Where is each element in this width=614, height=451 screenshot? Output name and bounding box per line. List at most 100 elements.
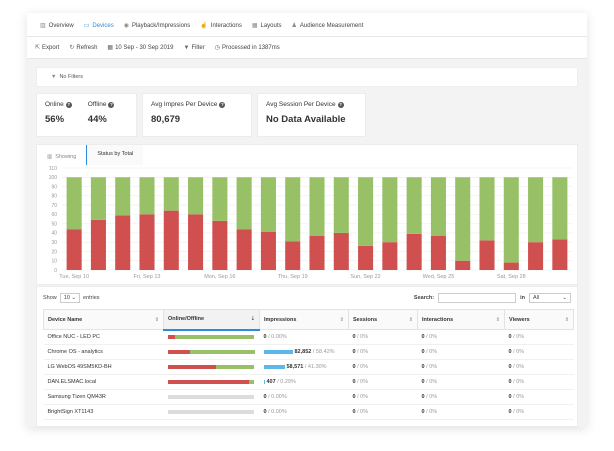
tab-layouts[interactable]: ▦ Layouts [247, 22, 287, 36]
viewers-value: 0 [508, 394, 512, 400]
interactions-cell: 0 / 0% [417, 404, 505, 420]
online-bar [188, 177, 204, 215]
device-name-cell: DAN.ELSMAC.local [43, 374, 164, 390]
table-row[interactable]: Chrome OS - analytics 82,852 / 58.42% 0 / … [43, 344, 574, 360]
impressions-cell: 82,852 / 58.42% [259, 344, 349, 360]
search-input[interactable] [438, 293, 517, 303]
search-scope-select[interactable]: All ⌄ [529, 293, 571, 303]
toolbar: ⇱ Export ↻ Refresh ▦ 10 Sep - 30 Sep 2019 ▼… [27, 37, 587, 59]
date-range-button[interactable]: ▦ 10 Sep - 30 Sep 2019 [107, 44, 173, 52]
offline-bar [236, 229, 252, 270]
col-online-offline[interactable]: Online/Offline ⇣ [163, 309, 260, 331]
help-icon[interactable]: ? [108, 101, 115, 108]
col-sessions[interactable]: Sessions ⇕ [348, 309, 418, 330]
interactions-value: 0 [421, 394, 425, 400]
online-bar [236, 177, 252, 230]
online-portion [174, 334, 254, 339]
page-size-select[interactable]: 10 ⌄ [59, 293, 81, 303]
table-row[interactable]: Office NUC - LED PC 0 / 0.00% 0 / 0% 0 / 0%… [43, 329, 574, 345]
interactions-cell: 0 / 0% [417, 329, 505, 345]
tab-audience-measurement[interactable]: ♟ Audience Measurement [287, 22, 369, 36]
x-tick-label: Sun, Sep 22 [350, 274, 380, 280]
col-impressions[interactable]: Impressions ⇕ [259, 309, 349, 330]
online-portion [248, 379, 254, 384]
interactions-pct: 0% [429, 349, 438, 355]
impressions-value: 82,852 [294, 349, 312, 355]
x-tick-label: Fri, Sep 13 [134, 274, 161, 280]
col-device-name[interactable]: Device Name ⇕ [43, 309, 164, 330]
offline-bar [528, 242, 544, 270]
refresh-button[interactable]: ↻ Refresh [69, 44, 97, 52]
interactions-cell: 0 / 0% [417, 374, 505, 390]
device-name-cell: Samsung Tizen QM43R [43, 389, 164, 405]
x-tick-label: Mon, Sep 16 [204, 274, 235, 280]
online-bar [430, 177, 446, 236]
export-icon: ⇱ [35, 45, 41, 51]
viewers-pct: 0% [516, 394, 525, 400]
chart-tabs: ▥ Showing Status by Total [37, 145, 577, 165]
online-offline-cell [163, 404, 260, 420]
chart-tab-status[interactable]: Status by Total [86, 145, 144, 165]
tab-interactions[interactable]: ☝ Interactions [195, 22, 247, 36]
col-viewers[interactable]: Viewers ⇕ [504, 309, 574, 330]
table-row[interactable]: LG WebOS 49SM5KD-BH 58,571 / 41.30% 0 / 0%… [43, 359, 574, 375]
table-row[interactable]: BrightSign XT1143 0 / 0.00% 0 / 0% 0 / 0% 0 … [43, 404, 574, 420]
chart-icon: ▥ [47, 154, 53, 160]
tab-devices[interactable]: ▭ Devices [79, 22, 119, 36]
calendar-icon: ▦ [107, 45, 114, 51]
impressions-cell: 407 / 0.29% [259, 374, 349, 390]
avg-session-value: No Data Available [266, 114, 346, 125]
sort-icon: ⇕ [154, 316, 159, 323]
users-icon: ♟ [291, 23, 297, 29]
col-interactions[interactable]: Interactions ⇕ [417, 309, 505, 330]
y-tick-label: 60 [51, 212, 57, 218]
filters-bar[interactable]: ▼ No Filters [36, 67, 578, 87]
sessions-cell: 0 / 0% [348, 344, 418, 360]
viewers-cell: 0 / 0% [504, 359, 574, 375]
avg-session-card: Avg Session Per Device? No Data Availabl… [257, 93, 366, 137]
impressions-pct: 0.29% [280, 379, 296, 385]
interactions-pct: 0% [429, 409, 438, 415]
help-icon[interactable]: ? [219, 101, 226, 108]
offline-bar [260, 231, 276, 270]
export-button[interactable]: ⇱ Export [35, 44, 60, 52]
main-tabs: ▥ Overview ▭ Devices ◉ Playback/Impressions… [27, 13, 587, 37]
online-bar [406, 177, 422, 234]
summary-cards: Online? 56% Offline? 44% Avg Impres Per … [36, 93, 366, 137]
filter-button[interactable]: ▼ Filter [183, 45, 204, 51]
sessions-cell: 0 / 0% [348, 329, 418, 345]
page-size-value: 10 [63, 295, 70, 301]
interactions-value: 0 [421, 364, 425, 370]
tab-label: Interactions [210, 22, 242, 29]
tab-overview[interactable]: ▥ Overview [35, 22, 79, 36]
y-tick-label: 100 [49, 175, 58, 181]
entries-label: entries [83, 295, 100, 301]
help-icon[interactable]: ? [337, 101, 344, 108]
header-label: Interactions [422, 316, 454, 323]
clock-icon: ◷ [214, 45, 221, 51]
offline-bar [212, 220, 228, 270]
tab-playback-impressions[interactable]: ◉ Playback/Impressions [119, 22, 196, 36]
tab-label: Audience Measurement [299, 22, 364, 29]
chart-tab-showing[interactable]: ▥ Showing [37, 154, 86, 165]
offline-portion [167, 379, 249, 384]
sessions-value: 0 [352, 394, 356, 400]
offline-bar [139, 214, 155, 270]
online-bar [139, 177, 155, 215]
help-icon[interactable]: ? [65, 101, 72, 108]
viewers-cell: 0 / 0% [504, 389, 574, 405]
sessions-cell: 0 / 0% [348, 404, 418, 420]
online-offline-cell [163, 374, 260, 390]
impressions-value: 0 [263, 394, 267, 400]
sort-desc-icon: ⇣ [250, 316, 255, 323]
monitor-icon: ▭ [83, 23, 90, 29]
online-bar [479, 177, 495, 241]
avg-session-label: Avg Session Per Device [266, 101, 336, 108]
interactions-pct: 0% [429, 364, 438, 370]
table-row[interactable]: Samsung Tizen QM43R 0 / 0.00% 0 / 0% 0 / 0%… [43, 389, 574, 405]
export-label: Export [42, 44, 60, 51]
table-row[interactable]: DAN.ELSMAC.local 407 / 0.29% 0 / 0% 0 / 0% 0… [43, 374, 574, 390]
touch-icon: ☝ [200, 23, 208, 29]
y-tick-label: 50 [51, 221, 57, 227]
y-tick-label: 70 [51, 203, 57, 209]
